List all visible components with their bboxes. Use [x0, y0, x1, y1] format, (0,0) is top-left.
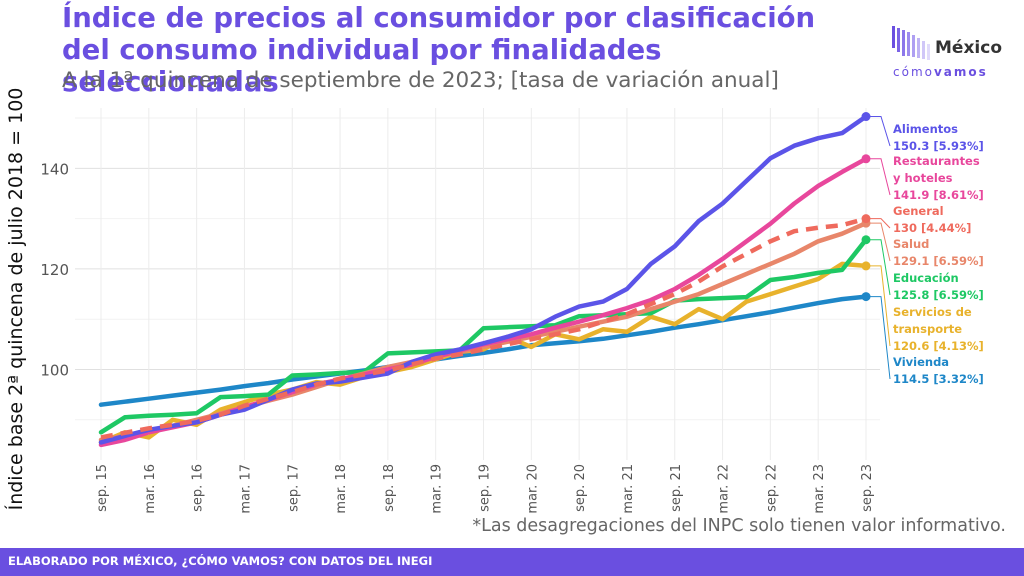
series-name-label: Alimentos	[893, 122, 958, 136]
y-axis-label: Índice base 2ª quincena de julio 2018 = …	[4, 88, 27, 511]
series-leader-educacion	[869, 239, 891, 296]
series-value-label: 141.9 [8.61%]	[893, 188, 984, 202]
series-value-label: 120.6 [4.13%]	[893, 339, 984, 353]
series-end-point-restaurantes-y-hoteles	[861, 154, 871, 164]
series-name-label: Salud	[893, 237, 929, 251]
x-tick-label: mar. 19	[430, 464, 445, 514]
chart-end-labels: Alimentos 150.3 [5.93%]Restaurantes y hote…	[869, 116, 984, 386]
series-value-label: 114.5 [3.32%]	[893, 372, 984, 386]
series-leader-salud	[869, 222, 891, 262]
series-end-point-general	[861, 214, 871, 224]
y-tick-label: 140	[40, 160, 69, 178]
series-leader-servicios-de-transporte	[869, 265, 891, 347]
chart-grid	[75, 108, 880, 460]
series-leader-alimentos	[869, 116, 891, 147]
x-tick-label: sep. 18	[382, 464, 397, 512]
series-name-label: General	[893, 204, 944, 218]
chart-lines	[98, 112, 871, 448]
footnote: *Las desagregaciones del INPC solo tiene…	[472, 516, 1006, 536]
x-tick-label: sep. 17	[286, 464, 301, 512]
mexico-como-vamos-logo: México cómovamos	[890, 24, 1020, 84]
series-leader-restaurantes-y-hoteles	[869, 158, 891, 196]
logo-bars-icon	[892, 26, 930, 60]
line-chart: 100 120 140 sep. 15 mar. 16 sep. 16 mar. 17 sep…	[4, 88, 984, 514]
logo-tagline: cómovamos	[893, 65, 988, 79]
logo-name: México	[935, 38, 1002, 58]
logo-tagline-bold: vamos	[933, 65, 988, 79]
series-end-point-educacion	[861, 235, 871, 245]
x-tick-label: sep. 16	[191, 464, 206, 512]
series-end-point-servicios-de-transporte	[861, 261, 871, 271]
series-name-label: Servicios de	[893, 305, 972, 319]
x-tick-label: mar. 22	[717, 464, 732, 514]
series-name-label: transporte	[893, 322, 962, 336]
x-tick-label: mar. 20	[525, 464, 540, 514]
x-tick-label: sep. 22	[764, 464, 779, 512]
series-leader-general	[869, 218, 891, 229]
x-tick-label: mar. 21	[621, 464, 636, 514]
series-line-general	[100, 216, 867, 440]
x-tick-label: mar. 23	[812, 464, 827, 514]
x-tick-label: sep. 21	[669, 464, 684, 512]
series-line-educacion	[98, 237, 869, 435]
series-line-vivienda	[98, 294, 869, 407]
x-tick-label: sep. 20	[573, 464, 588, 512]
x-tick-label: sep. 23	[860, 464, 875, 512]
chart-title: Índice de precios al consumidor por clas…	[62, 2, 816, 98]
chart-axis-labels: 100 120 140 sep. 15 mar. 16 sep. 16 mar. 17 sep…	[4, 88, 875, 514]
series-value-label: 129.1 [6.59%]	[893, 254, 984, 268]
series-value-label: 125.8 [6.59%]	[893, 288, 984, 302]
series-value-label: 150.3 [5.93%]	[893, 139, 984, 153]
series-name-label: Educación	[893, 271, 959, 285]
series-name-label: Restaurantes	[893, 154, 980, 168]
footer-bar: ELABORADO POR MÉXICO, ¿CÓMO VAMOS? CON D…	[0, 548, 1024, 576]
chart-subtitle: A la 1ª quincena de septiembre de 2023; …	[62, 68, 779, 93]
footer-credit: ELABORADO POR MÉXICO, ¿CÓMO VAMOS? CON D…	[8, 554, 433, 568]
logo-tagline-light: cómo	[893, 65, 934, 79]
series-end-point-vivienda	[861, 292, 871, 302]
x-tick-label: mar. 18	[334, 464, 349, 514]
series-end-point-alimentos	[861, 112, 871, 122]
series-value-label: 130 [4.44%]	[893, 221, 971, 235]
x-tick-label: sep. 19	[478, 464, 493, 512]
y-tick-label: 100	[40, 361, 69, 379]
y-tick-label: 120	[40, 261, 69, 279]
x-tick-label: mar. 16	[143, 464, 158, 514]
x-tick-label: sep. 15	[95, 464, 110, 512]
series-leader-vivienda	[869, 296, 891, 380]
series-name-label: y hoteles	[893, 171, 953, 185]
x-tick-label: mar. 17	[238, 464, 253, 514]
series-name-label: Vivienda	[893, 355, 949, 369]
series-line-servicios-de-transporte	[98, 261, 869, 445]
